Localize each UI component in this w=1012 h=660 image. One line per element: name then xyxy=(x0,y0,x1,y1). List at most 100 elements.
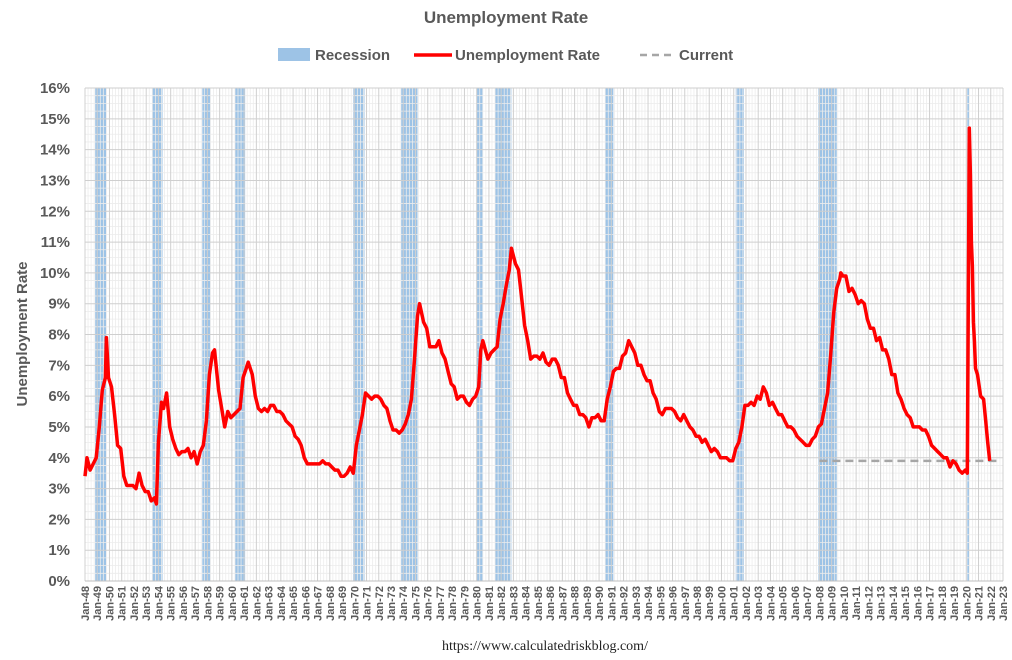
x-tick-label: Jan-99 xyxy=(704,586,716,621)
y-tick-label: 6% xyxy=(48,388,70,405)
x-tick-label: Jan-05 xyxy=(778,586,790,621)
x-tick-label: Jan-20 xyxy=(961,586,973,621)
x-tick-label: Jan-74 xyxy=(398,585,410,621)
x-tick-label: Jan-16 xyxy=(912,586,924,621)
x-tick-label: Jan-84 xyxy=(521,585,533,621)
x-tick-label: Jan-81 xyxy=(484,586,496,621)
legend-label: Unemployment Rate xyxy=(455,47,600,64)
x-axis-ticks: Jan-48 Jan-49 Jan-50 Jan-51 Jan-52 Jan-53 Jan-… xyxy=(80,585,1010,621)
x-tick-label: Jan-57 xyxy=(190,586,202,621)
x-tick-label: Jan-58 xyxy=(202,586,214,621)
y-tick-label: 5% xyxy=(48,419,70,436)
x-tick-label: Jan-89 xyxy=(582,586,594,621)
y-tick-label: 14% xyxy=(40,142,70,159)
y-tick-label: 2% xyxy=(48,511,70,528)
x-tick-label: Jan-08 xyxy=(814,586,826,621)
x-tick-label: Jan-50 xyxy=(104,586,116,621)
x-tick-label: Jan-54 xyxy=(153,585,165,621)
y-tick-label: 4% xyxy=(48,450,70,467)
x-tick-label: Jan-65 xyxy=(288,586,300,621)
x-tick-label: Jan-49 xyxy=(92,586,104,621)
x-tick-label: Jan-83 xyxy=(508,586,520,621)
y-tick-label: 11% xyxy=(41,234,70,251)
x-tick-label: Jan-75 xyxy=(410,586,422,621)
x-tick-label: Jan-18 xyxy=(937,586,949,621)
y-tick-label: 15% xyxy=(40,111,70,128)
x-tick-label: Jan-94 xyxy=(643,585,655,621)
x-tick-label: Jan-06 xyxy=(790,586,802,621)
x-tick-label: Jan-70 xyxy=(349,586,361,621)
x-tick-label: Jan-68 xyxy=(325,586,337,621)
x-tick-label: Jan-85 xyxy=(533,586,545,621)
x-tick-label: Jan-12 xyxy=(863,586,875,621)
y-axis-label: Unemployment Rate xyxy=(14,261,31,406)
x-tick-label: Jan-79 xyxy=(459,586,471,621)
x-tick-label: Jan-67 xyxy=(313,586,325,621)
x-tick-label: Jan-56 xyxy=(178,586,190,621)
x-tick-label: Jan-21 xyxy=(974,586,986,621)
x-tick-label: Jan-86 xyxy=(545,586,557,621)
x-tick-label: Jan-60 xyxy=(227,586,239,621)
x-tick-label: Jan-02 xyxy=(741,586,753,621)
x-tick-label: Jan-59 xyxy=(215,586,227,621)
x-tick-label: Jan-64 xyxy=(276,585,288,621)
x-tick-label: Jan-53 xyxy=(141,586,153,621)
chart-title: Unemployment Rate xyxy=(424,8,588,27)
x-tick-label: Jan-14 xyxy=(888,585,900,621)
x-tick-label: Jan-95 xyxy=(655,586,667,621)
y-tick-label: 9% xyxy=(48,296,70,313)
x-tick-label: Jan-62 xyxy=(251,586,263,621)
x-tick-label: Jan-13 xyxy=(876,586,888,621)
x-tick-label: Jan-66 xyxy=(300,586,312,621)
legend-swatch-recession xyxy=(278,48,310,61)
x-tick-label: Jan-01 xyxy=(729,586,741,621)
x-tick-label: Jan-23 xyxy=(998,586,1010,621)
x-tick-label: Jan-17 xyxy=(925,586,937,621)
x-tick-label: Jan-82 xyxy=(496,586,508,621)
y-tick-label: 3% xyxy=(48,481,70,498)
x-tick-label: Jan-07 xyxy=(802,586,814,621)
y-tick-label: 10% xyxy=(40,265,70,282)
x-tick-label: Jan-61 xyxy=(239,586,251,621)
x-tick-label: Jan-55 xyxy=(166,586,178,621)
x-tick-label: Jan-91 xyxy=(606,586,618,621)
series-line-unemployment xyxy=(83,126,992,506)
x-tick-label: Jan-77 xyxy=(435,586,447,621)
x-tick-label: Jan-69 xyxy=(337,586,349,621)
x-tick-label: Jan-52 xyxy=(129,586,141,621)
x-tick-label: Jan-00 xyxy=(716,586,728,621)
x-tick-label: Jan-72 xyxy=(374,586,386,621)
source-url: https://www.calculatedriskblog.com/ xyxy=(442,639,648,654)
y-tick-label: 12% xyxy=(40,203,70,220)
x-tick-label: Jan-04 xyxy=(765,585,777,621)
x-tick-label: Jan-19 xyxy=(949,586,961,621)
y-tick-label: 13% xyxy=(40,172,70,189)
x-tick-label: Jan-76 xyxy=(423,586,435,621)
x-tick-label: Jan-48 xyxy=(80,586,92,621)
x-tick-label: Jan-88 xyxy=(570,586,582,621)
x-tick-label: Jan-73 xyxy=(386,586,398,621)
x-tick-label: Jan-78 xyxy=(447,586,459,621)
y-axis-ticks: 0% 1% 2% 3% 4% 5% 6% 7% 8% 9% 10% 11% 12% 13% 14% 15% 16… xyxy=(40,80,70,590)
x-tick-label: Jan-63 xyxy=(264,586,276,621)
x-tick-label: Jan-80 xyxy=(472,586,484,621)
legend-label: Recession xyxy=(315,47,390,64)
x-tick-label: Jan-15 xyxy=(900,586,912,621)
x-tick-label: Jan-71 xyxy=(362,586,374,621)
x-tick-label: Jan-97 xyxy=(680,586,692,621)
x-tick-label: Jan-96 xyxy=(668,586,680,621)
x-tick-label: Jan-93 xyxy=(631,586,643,621)
x-tick-label: Jan-09 xyxy=(827,586,839,621)
x-tick-label: Jan-98 xyxy=(692,586,704,621)
x-tick-label: Jan-90 xyxy=(594,586,606,621)
x-tick-label: Jan-92 xyxy=(619,586,631,621)
x-tick-label: Jan-22 xyxy=(986,586,998,621)
x-tick-label: Jan-87 xyxy=(557,586,569,621)
gridlines xyxy=(84,87,1004,582)
x-tick-label: Jan-11 xyxy=(851,586,863,620)
y-tick-label: 7% xyxy=(48,357,70,374)
y-tick-label: 16% xyxy=(40,80,70,97)
x-tick-label: Jan-51 xyxy=(117,586,129,621)
x-tick-label: Jan-10 xyxy=(839,586,851,621)
